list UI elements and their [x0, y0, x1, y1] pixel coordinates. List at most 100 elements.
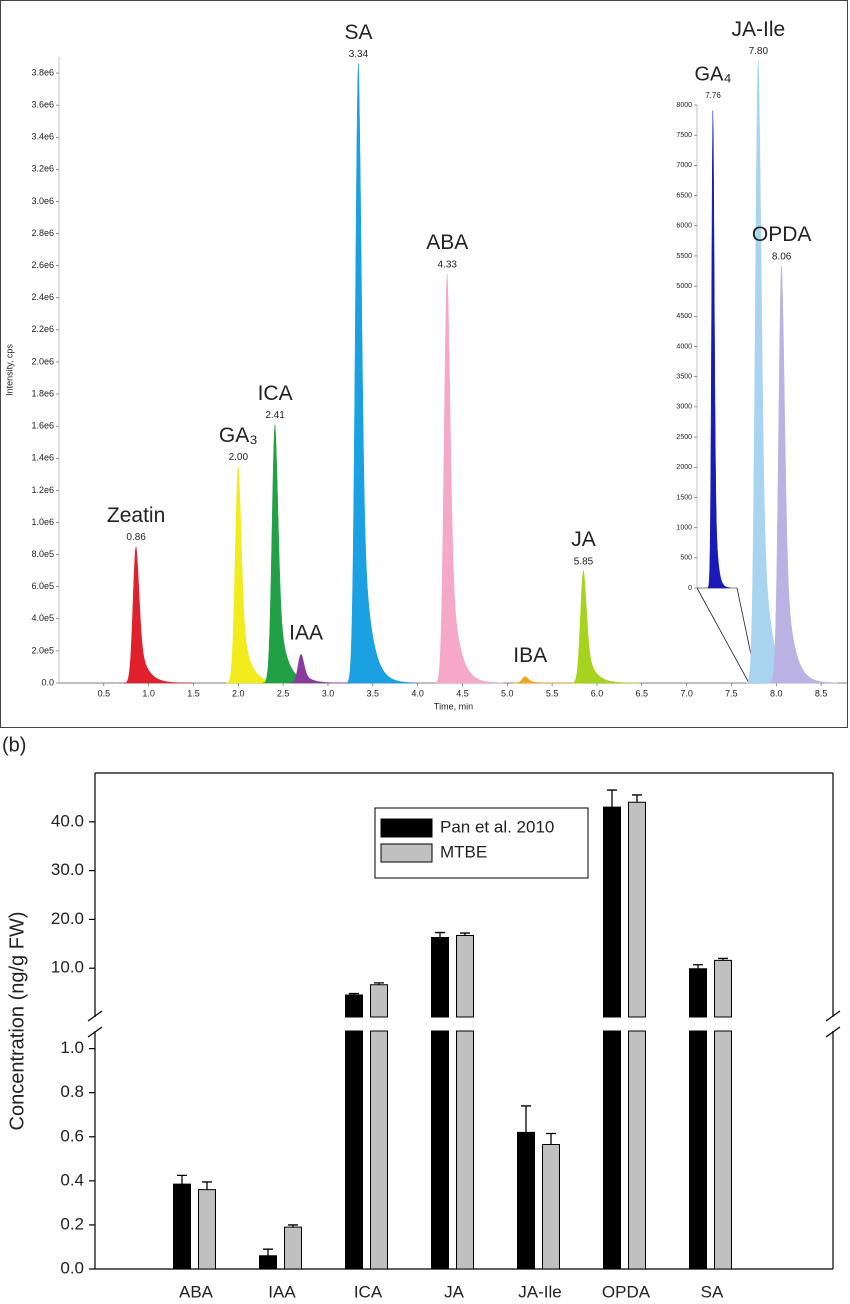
- x-tick-label: 6.0: [591, 688, 604, 698]
- y-tick-label: 2.2e6: [31, 324, 54, 334]
- y-tick-label: 30.0: [51, 860, 84, 879]
- bar: [714, 959, 732, 1270]
- y-axis-title: Intensity, cps: [4, 344, 14, 396]
- legend-swatch: [380, 818, 433, 838]
- bar: [517, 1131, 535, 1270]
- y-tick-label: 3500: [676, 374, 692, 381]
- zoom-line: [696, 587, 750, 684]
- axis-break: [87, 1010, 103, 1022]
- peak-name: ABA: [426, 231, 468, 254]
- bar: [345, 994, 363, 1270]
- peak-rt-label: 0.86: [126, 532, 146, 543]
- peak-name: Zeatin: [107, 504, 165, 527]
- error-bar: [632, 794, 642, 803]
- peak-rt-label: 5.85: [574, 556, 594, 567]
- y-tick-label: 2500: [676, 434, 692, 441]
- y-tick-label: 0.0: [41, 677, 54, 687]
- y-tick-label: 3000: [676, 404, 692, 411]
- x-tick-label: 5.5: [546, 688, 559, 698]
- x-tick-label: OPDA: [602, 1282, 651, 1301]
- bar: [689, 968, 707, 1270]
- peak: [571, 570, 640, 684]
- legend-swatch: [380, 843, 433, 863]
- y-tick-label: 7000: [676, 162, 692, 169]
- bar: [198, 1189, 216, 1270]
- axis-break: [825, 1026, 841, 1038]
- y-tick-label: 5500: [676, 253, 692, 260]
- y-tick-label: 3.0e6: [31, 196, 54, 206]
- peak-name: JA: [571, 528, 596, 551]
- panel-label: (b): [2, 734, 26, 756]
- y-tick-label: 0.2: [60, 1214, 84, 1233]
- peak-rt-label: 7.80: [749, 46, 769, 57]
- y-tick-label: 1.0: [60, 1038, 84, 1057]
- y-tick-label: 5000: [676, 283, 692, 290]
- y-tick-label: 8000: [676, 102, 692, 109]
- bar: [370, 984, 388, 1270]
- y-tick-label: 0.6: [60, 1126, 84, 1145]
- y-tick-label: 3.8e6: [31, 67, 54, 77]
- bar: [431, 936, 449, 1270]
- peak-name: ICA: [258, 382, 293, 405]
- x-tick-label: 2.0: [232, 688, 245, 698]
- bar: [456, 935, 474, 1270]
- y-tick-label: 4000: [676, 343, 692, 350]
- y-tick-label: 6.0e5: [31, 581, 54, 591]
- x-tick-label: 5.0: [501, 688, 514, 698]
- peak: [769, 265, 838, 684]
- peak-rt-label: 3.34: [349, 49, 369, 60]
- x-tick-label: 7.0: [680, 688, 693, 698]
- peak-rt-label: 2.00: [229, 452, 249, 463]
- x-tick-label: 1.5: [187, 688, 200, 698]
- peak-rt-label: 7.76: [705, 91, 721, 100]
- error-bar: [177, 1174, 187, 1185]
- x-tick-label: ICA: [354, 1282, 383, 1301]
- legend-label: Pan et al. 2010: [440, 817, 554, 836]
- panel-frame: [0, 0, 848, 728]
- bar: [542, 1143, 560, 1270]
- y-tick-label: 10.0: [51, 958, 84, 977]
- y-tick-label: 2.0e5: [31, 645, 54, 655]
- peak-rt-label: 8.06: [772, 251, 792, 262]
- peak-rt-label: 2.41: [265, 410, 285, 421]
- x-tick-label: ABA: [179, 1282, 214, 1301]
- error-bar: [546, 1132, 556, 1145]
- x-tick-label: 3.5: [367, 688, 380, 698]
- peak-name: IBA: [513, 644, 547, 667]
- y-tick-label: 1.0e6: [31, 517, 54, 527]
- peak: [288, 653, 358, 684]
- y-tick-label: 6000: [676, 223, 692, 230]
- peak-name: GA₃: [219, 424, 258, 447]
- x-tick-label: 3.0: [322, 688, 335, 698]
- y-tick-label: 2.8e6: [31, 228, 54, 238]
- x-tick-label: 7.5: [725, 688, 738, 698]
- peak-rt-label: 4.33: [437, 259, 457, 270]
- peak-name: OPDA: [752, 223, 812, 246]
- error-bar: [607, 789, 617, 808]
- y-tick-label: 1500: [676, 494, 692, 501]
- y-tick-label: 1.8e6: [31, 388, 54, 398]
- bar: [173, 1183, 191, 1270]
- bar: [284, 1226, 302, 1270]
- y-tick-label: 1.2e6: [31, 485, 54, 495]
- x-tick-label: JA-Ile: [518, 1282, 561, 1301]
- bar: [628, 801, 646, 1270]
- y-tick-label: 0.0: [60, 1258, 84, 1277]
- y-tick-label: 2.4e6: [31, 292, 54, 302]
- peak: [707, 110, 732, 589]
- peak-name: JA-Ile: [731, 18, 785, 41]
- axis-break: [825, 1010, 841, 1022]
- y-tick-label: 500: [680, 555, 692, 562]
- peak: [123, 546, 193, 684]
- error-bar: [521, 1105, 531, 1133]
- y-tick-label: 40.0: [51, 811, 84, 830]
- y-tick-label: 3.6e6: [31, 100, 54, 110]
- bar: [259, 1255, 277, 1270]
- y-tick-label: 0.8: [60, 1082, 84, 1101]
- error-bar: [202, 1181, 212, 1190]
- y-tick-label: 0.4: [60, 1170, 84, 1189]
- x-tick-label: JA: [444, 1282, 465, 1301]
- x-axis-title: Time, min: [434, 701, 473, 711]
- peak: [513, 676, 582, 684]
